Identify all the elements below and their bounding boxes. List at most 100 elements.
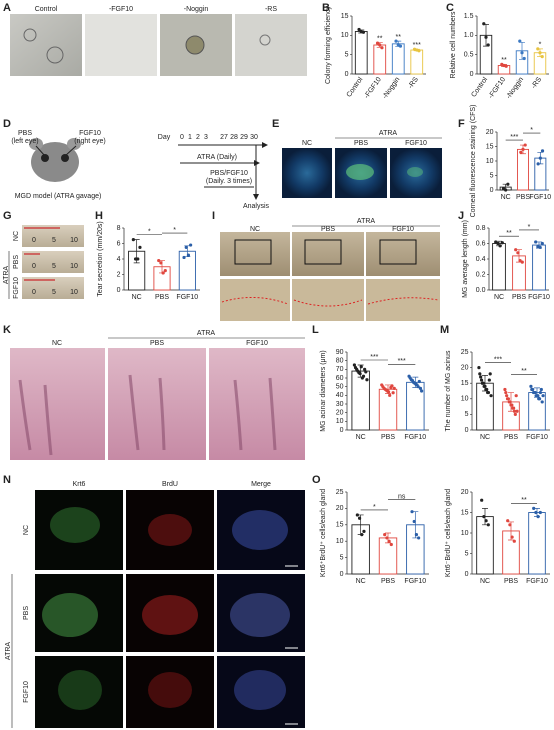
bar (178, 250, 196, 291)
x-tick-label: Control (346, 76, 365, 99)
bar (492, 243, 506, 291)
ruler-tick: 10 (70, 263, 78, 270)
panel-label: C (446, 2, 454, 14)
x-tick-label: FGF10 (528, 294, 550, 301)
image-label: PBS (321, 226, 335, 233)
panel-label: F (458, 118, 465, 130)
y-tick-label: 0 (490, 187, 494, 194)
image-label: PBS (13, 255, 20, 269)
comparison-label: * (148, 228, 151, 235)
image-label: PBS (23, 606, 30, 620)
comparison-label: *** (398, 358, 406, 365)
e-treatment: ATRA (379, 130, 397, 137)
image-label: -RS (265, 6, 277, 13)
bar (373, 44, 387, 75)
panel-g-rulers (8, 225, 84, 299)
y-tick-label: 0 (340, 427, 344, 434)
panel-label: K (3, 324, 11, 336)
y-tick-label: 0.5 (464, 52, 474, 59)
y-axis-label: Krt6⁺BrdU⁺ cells/each gland (320, 489, 327, 577)
image-label: PBS (354, 140, 368, 147)
y-tick-label: 5 (340, 554, 344, 561)
panel-label: B (322, 2, 330, 14)
data-point (508, 400, 512, 404)
i-treatment: ATRA (357, 218, 375, 225)
x-tick-label: -Noggin (505, 76, 525, 100)
image-label: -FGF10 (109, 6, 133, 13)
data-point (536, 162, 540, 166)
data-point (383, 533, 387, 537)
data-point (486, 43, 490, 47)
y-tick-label: 5 (345, 52, 349, 59)
y-tick-label: 10 (336, 418, 344, 425)
data-point (483, 384, 487, 388)
comparison-label: ** (506, 230, 512, 237)
bar (528, 392, 546, 431)
data-point (504, 188, 508, 192)
data-point (357, 516, 362, 520)
data-point (514, 248, 518, 252)
y-axis-label: The number of MG acinus (445, 350, 452, 431)
d-text: (Daily. 3 times) (206, 178, 252, 185)
y-axis-label: MG acinar diameters (μm) (320, 350, 327, 431)
y-tick-label: 50 (336, 384, 344, 391)
data-point (523, 143, 527, 147)
data-point (538, 245, 542, 249)
data-point (510, 535, 514, 539)
data-point (414, 533, 419, 537)
data-point (387, 539, 391, 543)
data-point (161, 271, 165, 275)
x-tick-label: NC (132, 294, 142, 301)
data-point (515, 409, 519, 413)
y-tick-label: 0 (465, 571, 469, 578)
image-label: -Noggin (184, 6, 209, 13)
y-tick-label: 15 (486, 143, 494, 150)
y-tick-label: 0 (345, 71, 349, 78)
data-point (484, 519, 488, 523)
y-tick-label: 1.5 (464, 13, 474, 20)
data-point (536, 394, 540, 398)
data-point (508, 523, 512, 527)
y-tick-label: 10 (341, 32, 349, 39)
panel-label: I (212, 210, 215, 222)
x-tick-label: NC (480, 578, 490, 585)
day-label: 2 (196, 134, 200, 141)
y-tick-label: 30 (336, 401, 344, 408)
y-tick-label: 10 (486, 158, 494, 165)
x-tick-label: -RS (530, 76, 543, 90)
data-point (481, 381, 485, 385)
k-treatment: ATRA (197, 330, 215, 337)
x-tick-label: NC (480, 434, 490, 441)
x-tick-label: PBS (504, 578, 518, 585)
data-point (534, 510, 538, 515)
day-label: 3 (204, 134, 208, 141)
data-point (538, 156, 542, 160)
y-tick-label: 20 (336, 410, 344, 417)
day-label: 27 (220, 134, 228, 141)
data-point (519, 150, 523, 154)
g-treatment: ATRA (3, 266, 10, 284)
y-tick-label: 20 (336, 505, 344, 512)
data-point (540, 400, 544, 404)
y-tick-label: 0.0 (476, 287, 486, 294)
y-tick-label: 0.6 (476, 240, 486, 247)
y-tick-label: 0 (340, 571, 344, 578)
y-tick-label: 1.0 (464, 32, 474, 39)
y-tick-label: 2 (117, 271, 121, 278)
data-point (482, 22, 486, 26)
data-point (362, 529, 366, 533)
data-point (380, 46, 384, 50)
data-point (538, 510, 542, 515)
data-point (136, 257, 140, 261)
panel-label: D (3, 118, 11, 130)
y-axis-label: MG average length (mm) (462, 220, 469, 298)
data-point (361, 374, 366, 378)
y-axis-label: Tear secretion (mm/20s) (97, 221, 104, 296)
image-label: Control (35, 6, 58, 13)
x-tick-label: FGF10 (404, 434, 426, 441)
panel-e-images (282, 137, 442, 198)
y-tick-label: 25 (336, 489, 344, 496)
data-point (500, 241, 504, 245)
data-point (361, 30, 366, 34)
